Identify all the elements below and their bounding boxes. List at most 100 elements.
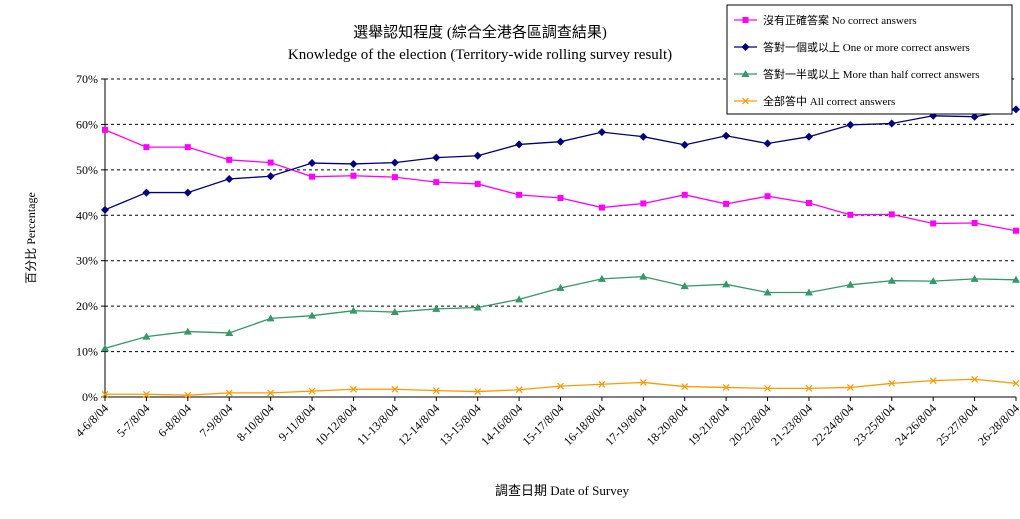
data-point (557, 195, 564, 202)
data-point (183, 327, 192, 335)
data-point (225, 174, 234, 183)
data-point (226, 156, 233, 163)
series-2 (101, 272, 1020, 352)
y-tick-label: 10% (76, 345, 98, 359)
legend-marker (741, 70, 750, 77)
data-point (391, 385, 399, 393)
data-point (142, 188, 151, 197)
data-point (929, 277, 938, 285)
x-tick-label: 22-24/8/04 (809, 401, 856, 448)
data-point (184, 144, 191, 151)
data-point (805, 200, 812, 207)
data-point (888, 211, 895, 218)
x-tick-label: 26-28/8/04 (975, 401, 1020, 448)
data-point (143, 144, 150, 151)
data-point (888, 379, 896, 387)
y-axis: 0% 10% 20% 30% 40% 50% 60% 70% (76, 72, 106, 404)
x-tick-label: 15-17/8/04 (519, 401, 566, 448)
data-point (556, 137, 565, 146)
data-point (970, 274, 979, 282)
data-point (804, 132, 813, 141)
series-line (105, 378, 1017, 396)
x-tick-label: 25-27/8/04 (934, 401, 981, 448)
legend: 沒有正確答案 No correct answers 答對一個或以上 One or … (726, 4, 1013, 115)
data-point (556, 283, 565, 291)
y-tick-label: 40% (76, 208, 98, 222)
data-point (433, 179, 440, 186)
data-point (804, 288, 813, 296)
data-point (597, 274, 606, 282)
data-point (350, 385, 357, 393)
y-tick-label: 70% (76, 72, 98, 86)
data-point (225, 328, 234, 336)
data-point (473, 151, 482, 160)
x-tick-label: 23-25/8/04 (851, 401, 898, 448)
data-point (764, 384, 771, 392)
legend-marker (742, 97, 749, 105)
data-point (805, 384, 813, 392)
chart-title: 選舉認知程度 (綜合全港各區調查結果) (353, 23, 607, 41)
data-point (598, 204, 605, 211)
y-tick-label: 50% (76, 163, 98, 177)
x-tick-label: 9-11/8/04 (276, 401, 319, 444)
data-point (929, 377, 937, 385)
x-tick-label: 13-15/8/04 (437, 401, 484, 448)
x-tick-label: 5-7/8/04 (114, 401, 153, 440)
data-point (680, 140, 689, 149)
data-point (308, 159, 317, 168)
data-point (308, 387, 316, 395)
data-point (349, 306, 358, 314)
data-point (142, 390, 150, 398)
data-point (764, 193, 771, 200)
x-tick-label: 18-20/8/04 (644, 401, 691, 448)
data-point (722, 384, 730, 391)
data-point (639, 272, 648, 280)
data-point (639, 379, 647, 386)
data-point (473, 303, 482, 311)
x-tick-label: 10-12/8/04 (312, 401, 359, 448)
x-tick-label: 7-9/8/04 (197, 401, 236, 440)
data-point (597, 128, 606, 137)
x-tick-label: 20-22/8/04 (727, 401, 774, 448)
y-axis-label: 百分比 Percentage (24, 192, 38, 284)
series-line (104, 108, 1017, 211)
data-point (846, 384, 854, 391)
x-tick-label: 11-13/8/04 (354, 401, 401, 448)
data-point (390, 158, 399, 167)
x-tick-label: 24-26/8/04 (892, 401, 939, 448)
legend-label: 答對一個或以上 One or more correct answers (763, 40, 970, 54)
data-point (971, 220, 978, 227)
legend-item: 全部答中 All correct answers (734, 94, 895, 108)
data-point (640, 200, 647, 207)
data-point (101, 205, 109, 214)
legend-marker (741, 43, 750, 51)
data-point (557, 382, 564, 390)
data-point (225, 389, 233, 397)
data-point (1013, 227, 1019, 234)
x-tick-label: 12-14/8/04 (395, 401, 442, 448)
data-point (722, 131, 731, 140)
data-point (432, 387, 440, 395)
data-point (515, 386, 523, 394)
x-axis-label: 調查日期 Date of Survey (495, 483, 629, 498)
gridlines (105, 78, 1016, 353)
data-point (722, 280, 731, 288)
chart-subtitle: Knowledge of the election (Territory-wid… (288, 47, 672, 63)
data-point (887, 276, 896, 284)
x-tick-label: 17-19/8/04 (602, 401, 649, 448)
legend-label: 全部答中 All correct answers (763, 94, 895, 108)
data-point (970, 112, 979, 121)
legend-marker (742, 17, 749, 23)
data-point (846, 280, 855, 288)
series-3 (101, 375, 1020, 399)
data-point (847, 211, 854, 218)
data-point (266, 314, 275, 322)
data-point (681, 383, 689, 390)
data-point (101, 344, 109, 352)
data-point (391, 174, 398, 181)
data-point (846, 120, 855, 129)
data-point (723, 200, 730, 207)
data-point (681, 191, 688, 198)
data-point (349, 159, 358, 168)
